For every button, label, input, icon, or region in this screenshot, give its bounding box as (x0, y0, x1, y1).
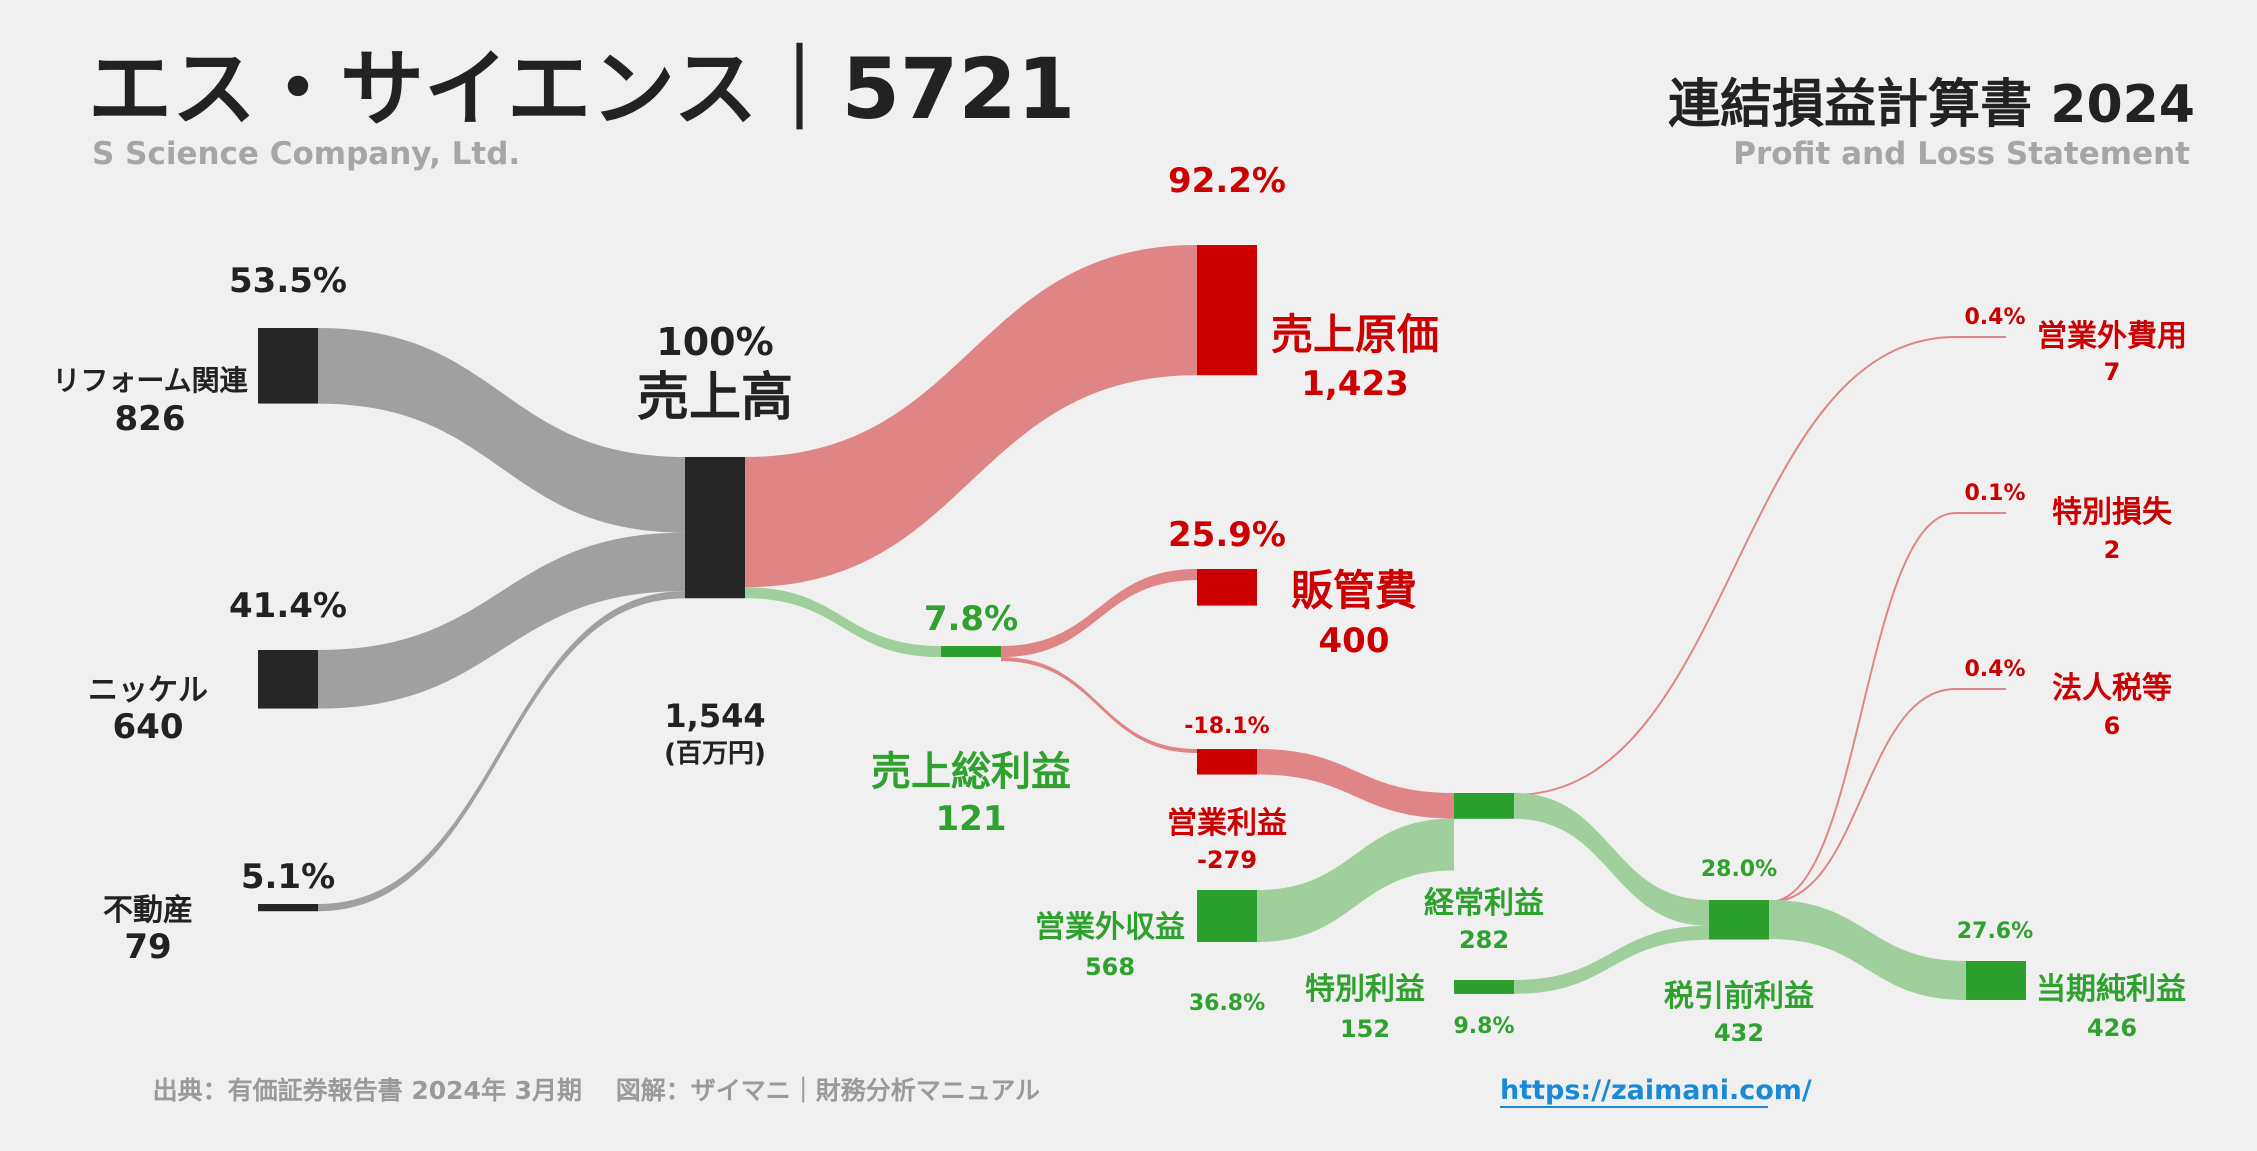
node-label-extra-loss: 特別損失 (2052, 495, 2173, 530)
node-label-pretax: 税引前利益 (1664, 979, 1814, 1014)
node-bar-pretax (1709, 900, 1769, 940)
node-label-gross: 売上総利益 (871, 749, 1071, 795)
value-label-pretax: 432 (1714, 1019, 1764, 1047)
nodes (258, 245, 2026, 1000)
pct-label-extra-inc: 9.8% (1453, 1014, 1514, 1039)
node-bar-ordinary (1454, 793, 1514, 819)
pct-label-realestate: 5.1% (241, 857, 335, 897)
value-label-reform: 826 (115, 399, 186, 439)
pct-label-net: 27.6% (1957, 919, 2033, 944)
node-label-tax: 法人税等 (2052, 671, 2172, 706)
pct-label-sga: 25.9% (1168, 515, 1286, 555)
node-bar-reform (258, 328, 318, 404)
value-label-revenue: 1,544 (664, 697, 765, 735)
flow-realestate-revenue (318, 591, 685, 912)
pct-label-gross: 7.8% (924, 599, 1018, 639)
node-label-extra-inc: 特別利益 (1305, 972, 1425, 1007)
flow-ordinary-pretax (1514, 793, 1709, 926)
value-label-sga: 400 (1319, 621, 1390, 661)
unit-label: (百万円) (664, 739, 766, 769)
labels: エス・サイエンス｜5721 S Science Company, Ltd. 連結… (52, 40, 2195, 1108)
value-label-tax: 6 (2104, 712, 2121, 740)
node-label-revenue: 売上高 (637, 368, 793, 428)
node-label-realestate: 不動産 (103, 893, 193, 928)
value-label-nonop-inc: 568 (1085, 953, 1135, 981)
node-label-nonop-exp: 営業外費用 (2037, 319, 2187, 354)
flow-pretax-extra_loss (1768, 512, 1957, 903)
pct-label-nonop-exp: 0.4% (1964, 305, 2025, 330)
node-bar-sga (1197, 569, 1257, 606)
value-label-cogs: 1,423 (1301, 364, 1409, 404)
flow-gross-op (1001, 657, 1197, 753)
source-link[interactable]: https://zaimani.com/ (1500, 1075, 1812, 1106)
value-label-extra-inc: 152 (1340, 1015, 1390, 1043)
company-title: エス・サイエンス｜5721 (88, 40, 1075, 138)
flow-op-ordinary (1257, 749, 1454, 819)
source-note: 出典：有価証券報告書 2024年 3月期 図解：ザイマニ｜財務分析マニュアル (153, 1076, 1040, 1105)
node-bar-nickel (258, 650, 318, 709)
node-bar-nonop_inc (1197, 890, 1257, 942)
flow-pretax-tax (1768, 688, 1957, 903)
flow-pretax-net (1769, 900, 1966, 1000)
pct-label-pretax: 28.0% (1701, 857, 1777, 882)
node-label-reform: リフォーム関連 (52, 364, 248, 397)
value-label-extra-loss: 2 (2104, 536, 2121, 564)
node-label-nonop-inc: 営業外収益 (1035, 910, 1185, 945)
node-label-cogs: 売上原価 (1271, 310, 1439, 359)
pct-label-reform: 53.5% (229, 261, 347, 301)
value-label-nonop-exp: 7 (2104, 358, 2121, 386)
value-label-op: -279 (1197, 846, 1257, 874)
pct-label-revenue: 100% (656, 320, 773, 364)
node-bar-gross (941, 646, 1001, 658)
node-bar-realestate (258, 904, 318, 912)
node-bar-extra_inc (1454, 980, 1514, 994)
statement-title: 連結損益計算書 2024 (1668, 75, 2195, 135)
flow-reform-revenue (318, 328, 685, 533)
node-label-nickel: ニッケル (88, 673, 208, 708)
source-url[interactable]: https://zaimani.com/ (1500, 1075, 1812, 1106)
pct-label-nonop-inc: 36.8% (1189, 991, 1265, 1016)
value-label-nickel: 640 (113, 707, 184, 747)
pct-label-tax: 0.4% (1964, 657, 2025, 682)
pct-label-extra-loss: 0.1% (1964, 481, 2025, 506)
flow-ordinary-nonop_exp (1513, 336, 1957, 796)
pct-label-op: -18.1% (1184, 714, 1269, 739)
flow-revenue-cogs (745, 245, 1197, 588)
flow-nonop_inc-ordinary (1257, 818, 1454, 942)
flows (318, 245, 1966, 1000)
pct-label-nickel: 41.4% (229, 586, 347, 626)
source-url-underline (1500, 1106, 1768, 1108)
node-label-sga: 販管費 (1291, 566, 1417, 615)
node-label-ordinary: 経常利益 (1424, 886, 1544, 921)
company-subtitle: S Science Company, Ltd. (92, 136, 520, 172)
node-label-net: 当期純利益 (2036, 972, 2186, 1007)
node-bar-op (1197, 749, 1257, 775)
value-label-net: 426 (2087, 1014, 2137, 1042)
node-bar-cogs (1197, 245, 1257, 376)
node-bar-revenue (685, 457, 745, 599)
statement-subtitle: Profit and Loss Statement (1733, 136, 2190, 172)
flow-extra_inc-pretax (1514, 925, 1709, 994)
value-label-ordinary: 282 (1459, 926, 1509, 954)
node-label-op: 営業利益 (1167, 806, 1287, 841)
flow-nickel-revenue (318, 532, 685, 709)
node-bar-net (1966, 961, 2026, 1000)
flow-revenue-gross (745, 587, 941, 658)
pct-label-cogs: 92.2% (1168, 161, 1286, 201)
flow-gross-sga (1001, 569, 1197, 658)
value-label-realestate: 79 (124, 927, 171, 967)
value-label-gross: 121 (936, 799, 1007, 839)
